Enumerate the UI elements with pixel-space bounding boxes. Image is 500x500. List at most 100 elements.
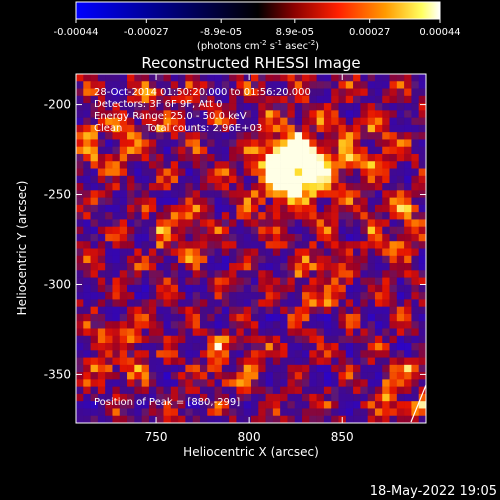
image-pixel <box>148 313 157 322</box>
image-pixel <box>258 350 266 358</box>
image-pixel <box>199 270 208 278</box>
image-pixel <box>141 270 150 278</box>
image-pixel <box>236 306 245 315</box>
image-pixel <box>119 161 128 169</box>
image-pixel <box>105 393 113 402</box>
image-pixel <box>119 226 128 235</box>
image-pixel <box>316 74 325 82</box>
image-pixel <box>243 401 252 409</box>
image-pixel <box>396 161 405 169</box>
image-pixel <box>302 321 310 329</box>
image-pixel <box>185 328 193 337</box>
image-pixel <box>404 117 412 126</box>
image-pixel <box>112 212 121 220</box>
image-pixel <box>418 175 426 184</box>
image-pixel <box>353 306 361 315</box>
image-pixel <box>404 124 412 133</box>
image-pixel <box>382 124 390 133</box>
image-pixel <box>207 233 215 242</box>
image-pixel <box>76 81 84 89</box>
image-pixel <box>353 393 361 402</box>
image-pixel <box>258 415 266 423</box>
image-pixel <box>76 415 84 423</box>
image-pixel <box>389 190 398 198</box>
image-pixel <box>192 168 201 177</box>
image-pixel <box>294 248 303 257</box>
image-pixel <box>127 219 135 227</box>
image-pixel <box>229 139 237 148</box>
image-pixel <box>338 168 347 177</box>
image-pixel <box>309 270 317 278</box>
image-pixel <box>207 183 215 191</box>
image-pixel <box>309 197 317 206</box>
image-pixel <box>404 139 412 148</box>
image-pixel <box>389 335 398 344</box>
image-pixel <box>90 110 99 118</box>
image-pixel <box>280 204 288 213</box>
image-pixel <box>127 357 135 366</box>
image-pixel <box>156 328 164 337</box>
image-pixel <box>294 255 303 264</box>
image-pixel <box>170 161 179 169</box>
image-pixel <box>338 183 347 191</box>
image-pixel <box>178 219 186 227</box>
image-pixel <box>141 299 150 307</box>
image-pixel <box>76 219 84 227</box>
image-pixel <box>76 321 84 329</box>
image-pixel <box>360 386 368 395</box>
image-pixel <box>272 401 281 409</box>
image-pixel <box>156 226 164 235</box>
image-pixel <box>353 204 361 213</box>
image-pixel <box>287 386 296 395</box>
colorbar-gradient <box>75 1 441 20</box>
image-pixel <box>404 161 412 169</box>
image-pixel <box>243 124 252 133</box>
image-pixel <box>90 175 99 184</box>
image-pixel <box>105 204 113 213</box>
image-pixel <box>112 343 121 351</box>
image-pixel <box>105 190 113 198</box>
image-pixel <box>163 343 172 351</box>
image-pixel <box>338 190 347 198</box>
image-pixel <box>331 299 339 307</box>
image-pixel <box>119 299 128 307</box>
image-pixel <box>251 393 259 402</box>
image-pixel <box>280 117 288 126</box>
image-pixel <box>192 321 201 329</box>
image-pixel <box>316 81 325 89</box>
image-pixel <box>411 175 420 184</box>
image-pixel <box>76 284 84 293</box>
image-pixel <box>411 255 420 264</box>
image-pixel <box>331 132 339 140</box>
image-pixel <box>105 175 113 184</box>
image-pixel <box>265 263 274 271</box>
image-pixel <box>83 328 91 337</box>
image-pixel <box>418 263 426 271</box>
image-pixel <box>185 372 193 380</box>
image-pixel <box>105 88 113 97</box>
image-pixel <box>170 284 179 293</box>
image-pixel <box>360 139 368 148</box>
image-pixel <box>112 168 121 177</box>
image-pixel <box>389 117 398 126</box>
image-pixel <box>258 153 266 162</box>
image-pixel <box>309 248 317 257</box>
image-pixel <box>192 255 201 264</box>
image-pixel <box>353 277 361 286</box>
image-pixel <box>207 168 215 177</box>
image-pixel <box>236 74 245 82</box>
image-pixel <box>90 219 99 227</box>
image-pixel <box>272 146 281 155</box>
image-pixel <box>294 343 303 351</box>
image-pixel <box>272 74 281 82</box>
image-pixel <box>90 401 99 409</box>
image-pixel <box>396 110 405 118</box>
image-pixel <box>367 124 376 133</box>
image-pixel <box>90 364 99 373</box>
image-pixel <box>287 103 296 111</box>
image-pixel <box>411 117 420 126</box>
image-pixel <box>331 226 339 235</box>
image-pixel <box>404 88 412 97</box>
image-pixel <box>404 146 412 155</box>
image-pixel <box>112 321 121 329</box>
